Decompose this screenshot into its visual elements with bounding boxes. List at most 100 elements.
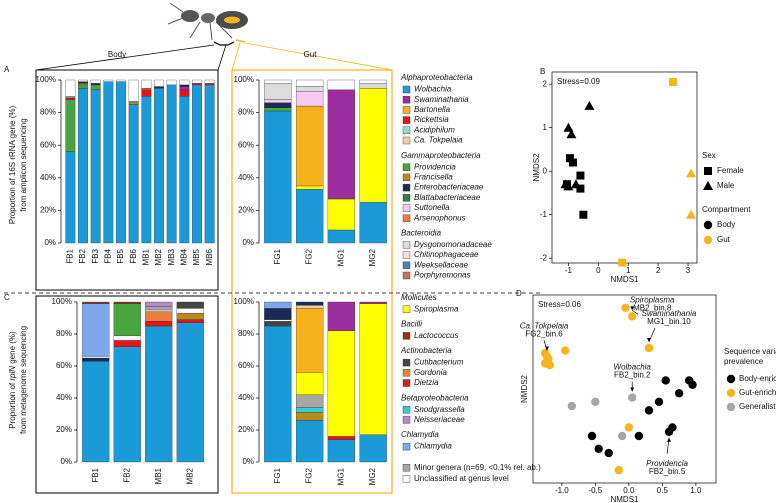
x-tick-label: 0.0	[623, 486, 635, 495]
legend-label: Lactococcus	[414, 331, 458, 340]
bar-segment	[176, 322, 204, 463]
x-tick-label: FB1	[91, 467, 100, 482]
bar-segment	[145, 306, 173, 311]
bar-segment	[103, 79, 114, 82]
legend-label: Providencia	[414, 162, 456, 171]
point	[579, 210, 588, 219]
bar-segment	[128, 101, 139, 103]
legend-label: Generalist	[739, 402, 776, 411]
point	[591, 397, 600, 407]
legend-label: Gut-enriched	[739, 388, 776, 397]
bar-segment	[192, 79, 202, 84]
bar-segment	[78, 88, 88, 244]
x-tick-label: MB1	[154, 467, 163, 484]
bar-segment	[264, 102, 292, 108]
plot-frame	[532, 294, 717, 484]
bar-segment	[264, 301, 292, 309]
legend-label: Suttonella	[414, 203, 450, 212]
chart-title: Gut	[304, 50, 318, 59]
legend-label: Wolbachia	[414, 85, 452, 94]
bar-segment	[82, 303, 110, 357]
bar-segment	[295, 372, 324, 395]
y-tick-label: 60%	[56, 361, 72, 370]
bar-segment	[154, 86, 164, 89]
y-tick-label: 80%	[40, 108, 56, 117]
y-tick-label: 0%	[242, 457, 254, 466]
y-tick-label: 100%	[36, 75, 56, 84]
legend-marker	[703, 220, 713, 230]
bar-segment	[295, 420, 324, 463]
legend-group-title: Betaproteobacteria	[401, 393, 469, 402]
x-tick-label: MB2	[154, 248, 163, 265]
point	[617, 431, 627, 441]
legend-swatch	[402, 271, 411, 280]
point	[576, 171, 585, 180]
x-tick-label: FB2	[122, 467, 131, 482]
legend-swatch	[402, 126, 411, 135]
bar-segment	[295, 91, 324, 107]
x-tick-label: FB4	[103, 248, 112, 263]
ant-illustration	[167, 2, 248, 46]
bar-segment	[154, 79, 164, 87]
y-tick-label: 20%	[238, 206, 254, 215]
annotation-taxon: Wolbachia	[614, 363, 652, 372]
bar-segment	[264, 319, 292, 322]
bar-segment	[327, 436, 356, 440]
bar-segment	[295, 394, 324, 408]
bar-segment	[166, 79, 177, 86]
arrow-head	[630, 306, 635, 311]
bar-segment	[327, 229, 356, 244]
legend-label: Rickettsia	[414, 115, 449, 124]
bar-segment	[295, 407, 324, 413]
legend-swatch	[402, 358, 411, 367]
y-axis-label-part: from metagenome sequencing	[19, 326, 28, 434]
x-tick-label: MG1	[336, 248, 345, 266]
x-axis-label: NMDS1	[610, 495, 639, 503]
point	[624, 423, 634, 432]
legend-swatch	[402, 204, 411, 212]
legend-label: Blattabacteriaceae	[414, 193, 481, 202]
annotation-bin: FG2_bin.6	[525, 330, 563, 339]
bar-segment	[113, 303, 141, 336]
bar-segment	[128, 102, 139, 105]
x-tick-label: MG2	[368, 248, 377, 266]
x-tick-label: MB2	[185, 467, 194, 484]
legend-swatch	[402, 183, 411, 192]
x-tick-label: MB5	[192, 248, 201, 265]
point	[594, 444, 603, 454]
legend-label: Male	[717, 181, 735, 190]
legend-marker	[726, 402, 736, 412]
bar-segment	[78, 79, 88, 82]
x-tick-label: MB3	[167, 248, 176, 265]
point	[644, 343, 654, 353]
bar-segment	[65, 96, 76, 99]
body-box	[35, 295, 219, 494]
bar-segment	[327, 439, 356, 463]
legend-group-title: Actinobacteria	[400, 346, 452, 355]
point	[674, 389, 684, 398]
point	[661, 376, 670, 385]
y-tick-label: 100%	[234, 75, 254, 84]
bar-segment	[295, 301, 324, 306]
bar-segment	[90, 89, 101, 244]
legend-swatch	[402, 214, 411, 222]
bar-segment	[327, 330, 356, 437]
y-tick-label: 40%	[238, 393, 254, 402]
legend-label: Unclassified at genus level	[414, 474, 509, 483]
bar-segment	[295, 189, 324, 244]
point	[570, 179, 581, 189]
bar-segment	[90, 79, 101, 84]
legend-swatch	[402, 95, 411, 104]
legend-marker	[726, 388, 736, 398]
bar-segment	[113, 335, 141, 341]
legend-label: Chitinophagaceae	[414, 250, 479, 259]
legend-label: Female	[717, 166, 744, 175]
point	[654, 397, 664, 407]
y-tick-label: 1	[543, 123, 548, 132]
point	[563, 122, 574, 132]
x-tick-label: FG2	[305, 467, 314, 483]
annotation-bin: FB2_bin.2	[614, 371, 651, 380]
x-tick-label: 3	[686, 266, 691, 275]
bar-segment	[295, 412, 324, 421]
